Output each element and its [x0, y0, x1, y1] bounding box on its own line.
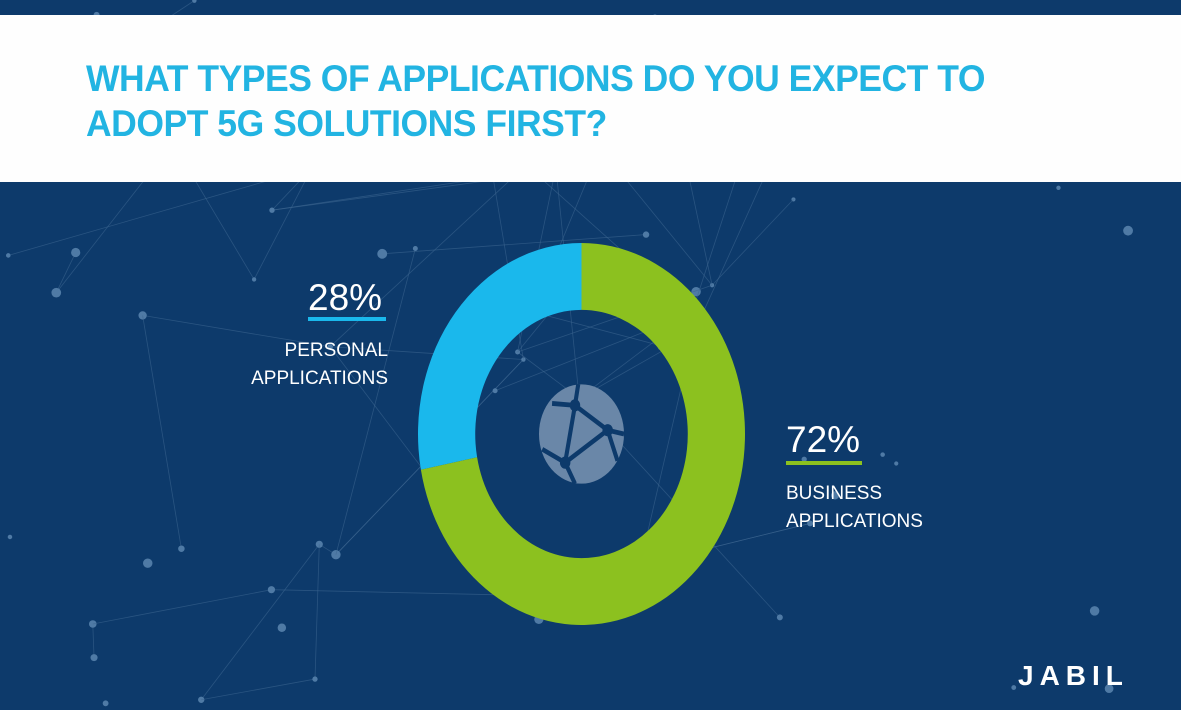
network-node — [102, 700, 109, 707]
network-line — [55, 252, 77, 293]
globe-network-icon — [538, 383, 625, 485]
network-line — [201, 678, 316, 701]
network-node — [412, 246, 418, 252]
network-node — [251, 277, 257, 282]
business-category-label: BUSINESS APPLICATIONS — [786, 480, 923, 536]
title-line-2: ADOPT 5G SOLUTIONS FIRST? — [86, 103, 607, 144]
network-node — [269, 207, 275, 213]
network-node — [88, 620, 97, 628]
network-line — [142, 315, 182, 549]
jabil-logo: JABIL — [1018, 660, 1129, 691]
donut-chart — [418, 243, 745, 625]
business-percent-label: 72% — [786, 419, 861, 460]
network-node — [267, 586, 276, 594]
network-line — [532, 311, 662, 347]
network-node — [327, 343, 333, 350]
personal-category-label: PERSONAL APPLICATIONS — [251, 337, 388, 393]
network-node — [1104, 684, 1114, 693]
network-node — [1011, 685, 1017, 690]
personal-label-line-1: PERSONAL — [284, 340, 388, 361]
network-line — [253, 167, 313, 280]
business-label-line-1: BUSINESS — [786, 483, 883, 504]
network-node — [7, 534, 13, 540]
network-line — [8, 167, 312, 256]
network-node — [90, 654, 98, 662]
network-node — [331, 549, 341, 560]
network-node — [642, 231, 650, 238]
network-line — [92, 623, 95, 658]
network-node — [830, 491, 840, 500]
network-line — [92, 589, 272, 625]
network-node — [894, 461, 899, 466]
network-node — [377, 248, 388, 259]
network-node — [492, 388, 498, 394]
network-node — [1089, 606, 1100, 616]
business-label-line-2: APPLICATIONS — [786, 511, 923, 532]
slice-business — [420, 243, 745, 625]
network-line — [142, 315, 331, 348]
personal-label-line-2: APPLICATIONS — [251, 368, 388, 389]
network-line — [200, 544, 320, 701]
chart-title: WHAT TYPES OF APPLICATIONS DO YOU EXPECT… — [86, 56, 986, 146]
network-line — [711, 199, 794, 286]
network-node — [1056, 185, 1061, 190]
title-line-1: WHAT TYPES OF APPLICATIONS DO YOU EXPECT… — [86, 58, 986, 99]
network-node — [807, 520, 813, 527]
network-line — [329, 164, 527, 347]
title-band — [0, 15, 1181, 182]
slice-personal — [418, 243, 582, 470]
network-node — [143, 558, 153, 568]
network-node — [71, 247, 81, 258]
network-node — [5, 253, 11, 258]
network-line — [382, 234, 647, 255]
personal-underline — [308, 317, 386, 321]
personal-percent-label: 28% — [308, 277, 383, 318]
network-node — [1123, 225, 1133, 236]
network-node — [776, 614, 783, 621]
business-underline — [786, 461, 862, 465]
network-node — [277, 623, 287, 632]
network-line — [314, 544, 320, 680]
network-line — [271, 589, 519, 596]
network-line — [335, 248, 416, 555]
network-node — [192, 0, 197, 3]
network-node — [51, 287, 62, 298]
network-node — [312, 676, 318, 682]
network-node — [801, 456, 807, 462]
network-node — [880, 452, 885, 457]
network-node — [178, 545, 185, 552]
